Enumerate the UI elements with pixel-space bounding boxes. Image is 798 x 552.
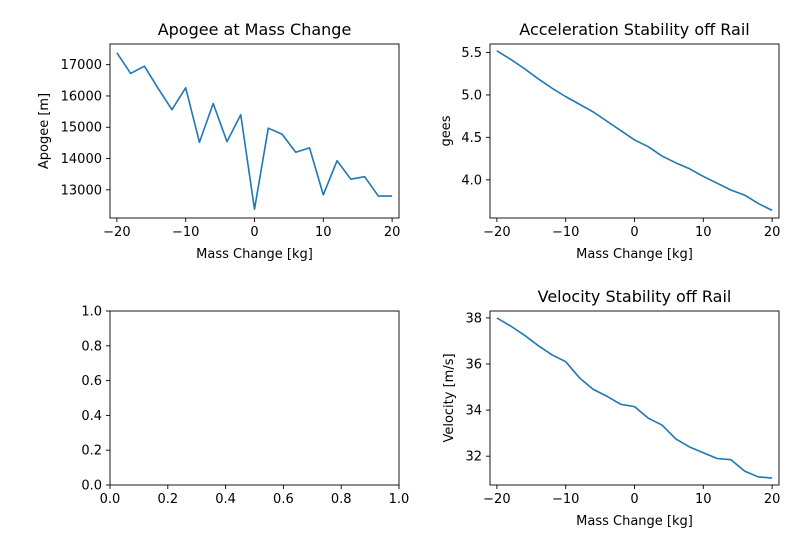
y-tick-label: 15000 [61,121,102,136]
y-tick-label: 38 [465,311,482,326]
x-tick-label: 20 [764,492,781,507]
series-line [496,317,773,479]
y-tick-label: 5.5 [461,46,482,61]
x-tick-label: 0 [250,225,258,240]
subplot-velocity: Velocity Stability off Rail Mass Change … [442,287,780,529]
x-tick-label: 20 [384,225,401,240]
x-tick-label: −20 [103,225,130,240]
y-tick-label: 1.0 [81,305,102,320]
y-tick-label: 36 [465,358,482,373]
x-tick-label: 0.4 [215,492,236,507]
chart-title: Velocity Stability off Rail [538,287,732,306]
chart-title: Acceleration Stability off Rail [519,20,749,39]
axes-frame [109,310,400,486]
y-tick-label: 0.8 [81,339,102,354]
x-tick-label: 10 [695,492,712,507]
subplot-acceleration: Acceleration Stability off Rail Mass Cha… [439,20,780,262]
x-tick-label: 10 [695,225,712,240]
x-tick-label: −20 [483,225,510,240]
y-tick-label: 32 [465,450,482,465]
x-tick-label: 10 [315,225,332,240]
x-tick-label: 1.0 [389,492,410,507]
y-axis-label: Velocity [m/s] [442,353,457,442]
x-tick-label: 20 [764,225,781,240]
y-tick-label: 34 [465,404,482,419]
x-tick-label: −20 [483,492,510,507]
x-tick-label: 0 [630,225,638,240]
y-tick-label: 17000 [61,58,102,73]
x-tick-label: 0.0 [100,492,121,507]
x-tick-label: 0.8 [331,492,352,507]
x-tick-label: 0.6 [273,492,294,507]
series-line [496,50,773,212]
axes-frame [489,310,780,486]
y-tick-label: 16000 [61,89,102,104]
y-tick-label: 0.4 [81,409,102,424]
y-tick-label: 0.0 [81,479,102,494]
y-tick-label: 4.5 [461,131,482,146]
y-axis-label: gees [439,115,454,146]
y-tick-label: 5.0 [461,88,482,103]
x-axis-label: Mass Change [kg] [576,514,693,529]
x-tick-label: −10 [172,225,199,240]
y-tick-label: 14000 [61,152,102,167]
x-tick-label: −10 [552,492,579,507]
x-axis-label: Mass Change [kg] [196,247,313,262]
y-tick-label: 13000 [61,183,102,198]
x-tick-label: −10 [552,225,579,240]
y-tick-label: 0.6 [81,374,102,389]
subplot-empty: 0.0 0.2 0.4 0.6 0.8 1.0 0.0 0.2 0.4 0.6 0.8 1.0 [81,305,409,508]
y-axis-label: Apogee [m] [37,93,52,169]
y-tick-label: 4.0 [461,173,482,188]
axes-frame [109,43,400,219]
x-tick-label: 0 [630,492,638,507]
x-tick-label: 0.2 [157,492,178,507]
series-line [116,52,393,211]
chart-title: Apogee at Mass Change [158,20,352,39]
x-axis-label: Mass Change [kg] [576,247,693,262]
subplot-apogee: Apogee at Mass Change Mass Change [kg] A… [37,20,400,262]
y-tick-label: 0.2 [81,444,102,459]
